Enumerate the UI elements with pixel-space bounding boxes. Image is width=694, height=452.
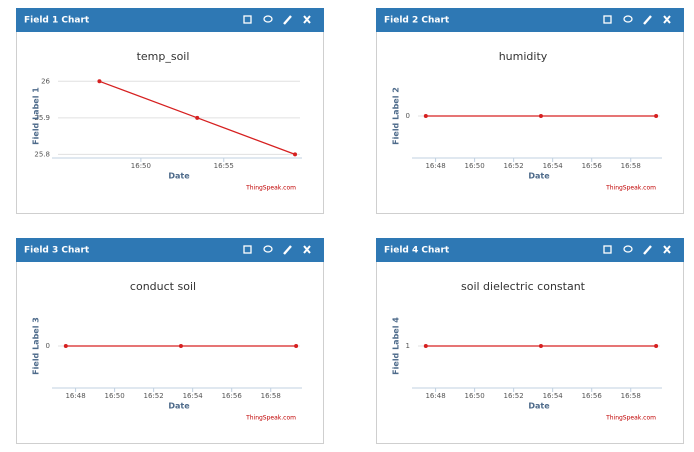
comment-icon[interactable] <box>623 245 633 253</box>
y-tick-label: 1 <box>406 342 410 350</box>
chart-area <box>20 36 320 206</box>
edit-icon[interactable] <box>643 245 652 255</box>
open-icon[interactable] <box>603 15 612 24</box>
chart-area <box>380 266 680 436</box>
edit-icon[interactable] <box>283 15 292 25</box>
header-icons <box>603 245 671 255</box>
panel: Field 4 Chart soil dielectric constant 1 16… <box>376 238 684 444</box>
data-point <box>97 79 102 84</box>
x-tick-label: 16:58 <box>621 392 641 400</box>
y-axis-label: Field Label 3 <box>32 317 41 375</box>
panel-header <box>376 8 684 32</box>
header-icons <box>603 15 671 25</box>
panel-header <box>16 238 324 262</box>
comment-icon[interactable] <box>623 15 633 23</box>
x-axis-label: Date <box>528 402 550 411</box>
panel-header <box>376 238 684 262</box>
data-point <box>195 115 200 120</box>
data-point <box>294 344 299 348</box>
panel: Field 3 Chart conduct soil 0 16:48 16:50 16:5… <box>16 238 324 444</box>
y-tick-label: 25.9 <box>34 114 50 122</box>
header-icons <box>243 15 311 25</box>
close-icon[interactable] <box>303 245 311 254</box>
y-axis-label: Field Label 1 <box>32 87 41 145</box>
data-point <box>423 114 428 118</box>
x-axis-label: Date <box>168 402 190 411</box>
close-icon[interactable] <box>663 245 671 254</box>
open-icon[interactable] <box>603 245 612 254</box>
chart-title: humidity <box>499 50 548 63</box>
y-tick-label: 26 <box>41 77 50 85</box>
data-point <box>423 344 428 348</box>
edit-icon[interactable] <box>643 15 652 25</box>
x-tick-label: 16:58 <box>261 392 281 400</box>
x-tick-label: 16:48 <box>425 392 445 400</box>
chart-area <box>20 266 320 436</box>
x-tick-label: 16:50 <box>105 392 125 400</box>
x-tick-label: 16:50 <box>131 162 151 170</box>
data-point <box>63 344 68 348</box>
data-point <box>538 344 543 348</box>
panel-header <box>16 8 324 32</box>
x-tick-label: 16:50 <box>465 392 485 400</box>
y-axis-label: Field Label 4 <box>392 317 401 375</box>
credit: ThingSpeak.com <box>605 415 656 422</box>
data-point <box>293 152 298 157</box>
x-tick-label: 16:54 <box>183 392 204 400</box>
data-point <box>654 344 659 348</box>
edit-icon[interactable] <box>283 245 292 255</box>
data-point <box>178 344 183 348</box>
close-icon[interactable] <box>663 15 671 24</box>
x-tick-label: 16:54 <box>543 392 564 400</box>
chart-title: conduct soil <box>130 280 196 293</box>
x-tick-label: 16:52 <box>504 162 524 170</box>
x-tick-label: 16:48 <box>425 162 445 170</box>
comment-icon[interactable] <box>263 15 273 23</box>
x-tick-label: 16:48 <box>65 392 85 400</box>
x-axis-label: Date <box>168 172 190 181</box>
y-tick-label: 0 <box>406 112 410 120</box>
y-tick-label: 25.8 <box>34 150 50 158</box>
data-point <box>654 114 659 118</box>
y-axis-label: Field Label 2 <box>392 87 401 145</box>
x-tick-label: 16:58 <box>621 162 641 170</box>
x-axis-label: Date <box>528 172 550 181</box>
close-icon[interactable] <box>303 15 311 24</box>
x-tick-label: 16:56 <box>582 162 603 170</box>
open-icon[interactable] <box>243 245 252 254</box>
data-point <box>538 114 543 118</box>
panel-title: Field 3 Chart <box>24 246 90 256</box>
chart-title: soil dielectric constant <box>461 280 586 293</box>
panel-title: Field 1 Chart <box>24 16 90 26</box>
panel: Field 1 Chart temp_soil 25.8 25.9 26 16:50 16:… <box>16 8 324 214</box>
x-tick-label: 16:56 <box>582 392 603 400</box>
panel-title: Field 4 Chart <box>384 246 450 256</box>
chart-title: temp_soil <box>137 50 190 63</box>
open-icon[interactable] <box>243 15 252 24</box>
x-tick-label: 16:54 <box>543 162 564 170</box>
credit: ThingSpeak.com <box>245 185 296 192</box>
credit: ThingSpeak.com <box>605 185 656 192</box>
chart-area <box>380 36 680 206</box>
panel-title: Field 2 Chart <box>384 16 450 26</box>
x-tick-label: 16:55 <box>214 162 234 170</box>
x-tick-label: 16:52 <box>144 392 164 400</box>
header-icons <box>243 245 311 255</box>
panel: Field 2 Chart humidity 0 16:48 16:50 16:52 16:… <box>376 8 684 214</box>
y-tick-label: 0 <box>46 342 50 350</box>
x-tick-label: 16:50 <box>465 162 485 170</box>
x-tick-label: 16:52 <box>504 392 524 400</box>
credit: ThingSpeak.com <box>245 415 296 422</box>
x-tick-label: 16:56 <box>222 392 243 400</box>
comment-icon[interactable] <box>263 245 273 253</box>
